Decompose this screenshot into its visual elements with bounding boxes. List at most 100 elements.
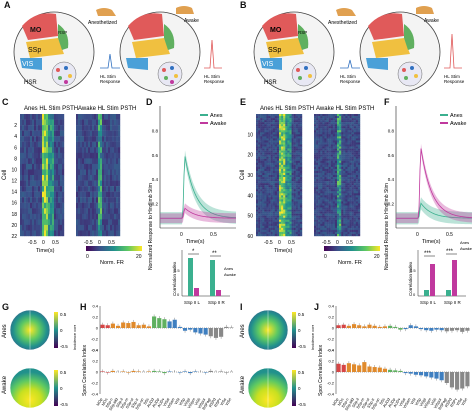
heatmap-cell (320, 170, 323, 174)
heatmap-cell (337, 183, 340, 186)
heatmap-cell (349, 181, 352, 184)
heatmap-cell (94, 213, 97, 220)
heatmap-cell (104, 175, 107, 181)
heatmap-cell (345, 140, 348, 143)
heatmap-cell (272, 118, 276, 121)
region-tick: MOs (337, 397, 345, 406)
heatmap-cell (322, 225, 325, 229)
heatmap-cell (260, 187, 263, 190)
heatmap-cell (102, 158, 105, 165)
heatmap-cell (24, 208, 27, 215)
heatmap-cell (297, 124, 301, 127)
colorbar (292, 312, 296, 348)
heatmap-cell (320, 229, 323, 233)
heatmap-cell (32, 114, 35, 120)
heatmap-cell (345, 114, 348, 117)
tick-label: 0.6 (388, 153, 395, 158)
heatmap-cell (353, 175, 357, 178)
heatmap-cell (332, 229, 336, 233)
heatmap-cell (326, 195, 329, 198)
tick-label: 40 (247, 193, 253, 199)
heatmap-cell (337, 229, 340, 233)
heatmap-cell (345, 122, 348, 125)
heatmap-cell (104, 119, 107, 126)
heatmap-cell (297, 134, 301, 137)
heatmap-cell (287, 189, 290, 192)
heatmap-cell (328, 156, 331, 159)
heatmap-cell (295, 148, 299, 151)
heatmap-cell (34, 158, 37, 165)
heatmap-cell (291, 140, 294, 143)
trace-plot: 0.80.60.40.2 (152, 128, 237, 225)
bar (208, 328, 213, 337)
tick-label: 50 (247, 214, 253, 220)
heatmap-cell (272, 146, 276, 149)
heatmap-cell (106, 169, 109, 176)
heatmap-cell (320, 150, 323, 153)
tick-label: 0.4 (388, 177, 395, 182)
heatmap-cell (339, 160, 342, 163)
heatmap-cell (332, 179, 336, 182)
heatmap-cell (324, 150, 327, 153)
heatmap-cell (334, 223, 338, 227)
heatmap-cell (84, 208, 87, 215)
heatmap-cell (314, 126, 317, 129)
heatmap-cell (270, 132, 273, 135)
bar (367, 366, 372, 372)
heatmap-cell (256, 221, 259, 224)
heatmap-cell (295, 225, 299, 229)
heatmap-cell (276, 221, 280, 224)
heatmap-cell (322, 231, 325, 235)
heatmap-cell (345, 130, 348, 133)
heatmap-cell (276, 154, 280, 157)
heatmap-cell (330, 205, 334, 208)
bar (188, 328, 193, 330)
heatmap-cell (318, 128, 321, 131)
heatmap-cell (281, 221, 284, 224)
heatmap-cell (318, 193, 321, 196)
heatmap-cell (266, 172, 269, 176)
heatmap-cell (281, 140, 284, 143)
heatmap-cell (324, 114, 327, 117)
heatmap-cell (351, 154, 354, 157)
heatmap-cell (94, 197, 97, 203)
heatmap-cell (326, 158, 329, 161)
heatmap-cell (355, 146, 359, 149)
heatmap-cell (260, 144, 263, 147)
heatmap-cell (357, 215, 361, 218)
trace-plot: 0.80.60.40.2 (388, 128, 473, 225)
heatmap-cell (262, 128, 265, 131)
heatmap-cell (258, 126, 261, 129)
heatmap-cell (318, 168, 321, 172)
heatmap-cell (295, 197, 299, 200)
heatmap-cell (58, 130, 61, 137)
heatmap-cell (42, 125, 45, 131)
heatmap-cell (295, 162, 299, 166)
heatmap-cell (262, 140, 265, 143)
heatmap-cell (20, 202, 23, 209)
heatmap-cell (274, 197, 278, 200)
cbar-tick: 0 (298, 386, 301, 391)
heatmap-cell (80, 175, 83, 181)
heatmap-cell (337, 231, 340, 235)
heatmap-cell (98, 175, 101, 181)
heatmap-cell (330, 187, 334, 190)
heatmap-cell (285, 195, 288, 198)
bar (377, 326, 382, 328)
heatmap-cell (314, 148, 317, 151)
heatmap-cell (281, 213, 284, 216)
heatmap-cell (326, 118, 329, 121)
heatmap-cell (328, 209, 331, 212)
heatmap-cell (98, 230, 101, 237)
heatmap-cell (110, 169, 113, 176)
heatmap-cell (78, 224, 81, 231)
heatmap-cell (349, 187, 352, 190)
heatmap-cell (291, 219, 294, 222)
region-label: HSR (24, 80, 37, 86)
tick-label: 0 (332, 370, 335, 375)
heatmap-cell (291, 154, 294, 157)
heatmap-cell (351, 162, 354, 166)
heatmap-cell (299, 201, 303, 204)
heatmap-cell (285, 132, 288, 135)
heatmap-cell (276, 209, 280, 212)
